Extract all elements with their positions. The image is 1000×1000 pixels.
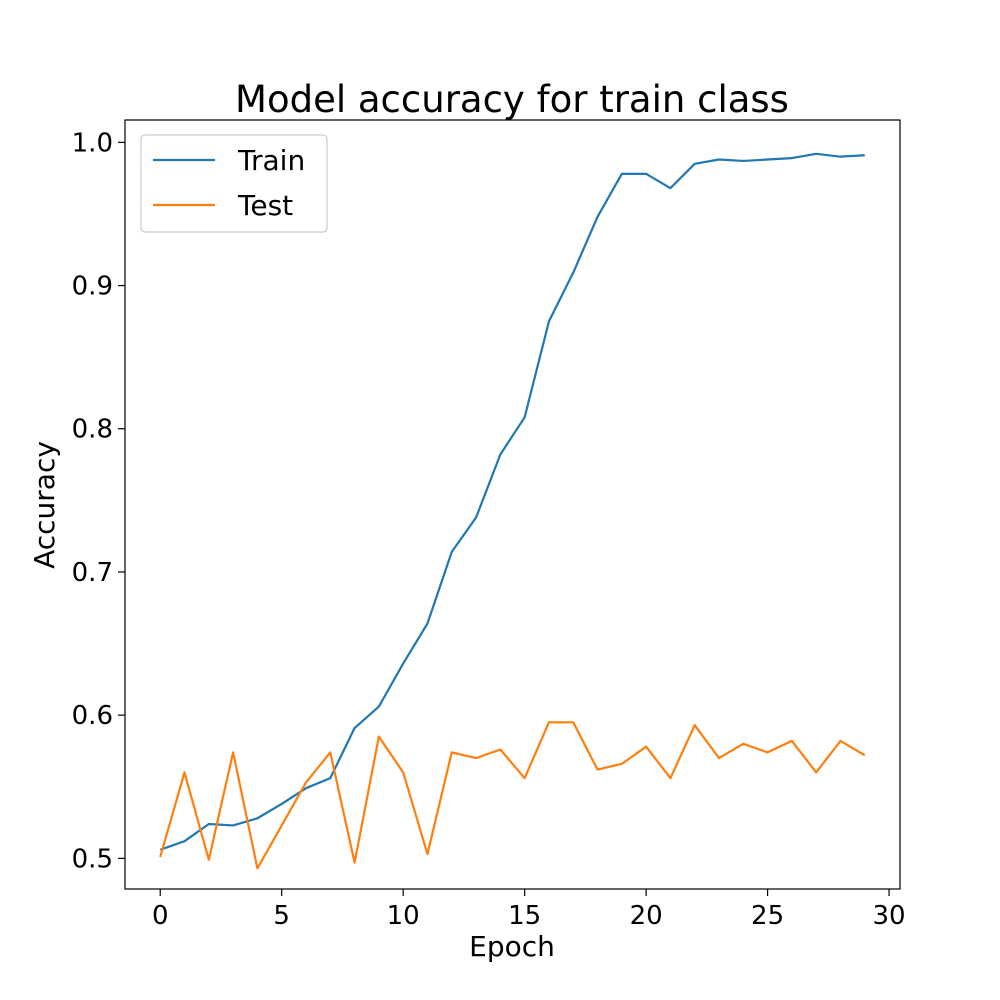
x-tick-label: 15 xyxy=(508,901,541,931)
y-tick-label: 0.5 xyxy=(72,844,113,874)
chart-title: Model accuracy for train class xyxy=(235,78,789,121)
y-tick-label: 0.8 xyxy=(72,415,113,445)
x-tick-label: 5 xyxy=(273,901,290,931)
plot-area: 0 5 10 15 20 25 30 0.5 0.6 0.7 0.8 0.9 1.0 xyxy=(72,119,906,931)
y-axis-label: Accuracy xyxy=(28,441,61,569)
x-tick-label: 10 xyxy=(387,901,420,931)
y-tick-label: 0.7 xyxy=(72,558,113,588)
x-tick-label: 25 xyxy=(751,901,784,931)
axes-frame xyxy=(124,119,901,890)
x-axis-label: Epoch xyxy=(469,930,555,963)
y-tick-label: 1.0 xyxy=(72,128,113,158)
x-tick-label: 30 xyxy=(873,901,906,931)
y-tick-label: 0.9 xyxy=(72,272,113,302)
series-line-test xyxy=(159,721,866,870)
legend-label-train: Train xyxy=(237,144,305,177)
y-tick-label: 0.6 xyxy=(72,701,113,731)
legend-label-test: Test xyxy=(237,189,293,222)
x-tick-label: 20 xyxy=(630,901,663,931)
series-line-train xyxy=(159,152,865,851)
x-tick-label: 0 xyxy=(152,901,169,931)
legend: Train Test xyxy=(140,134,328,233)
